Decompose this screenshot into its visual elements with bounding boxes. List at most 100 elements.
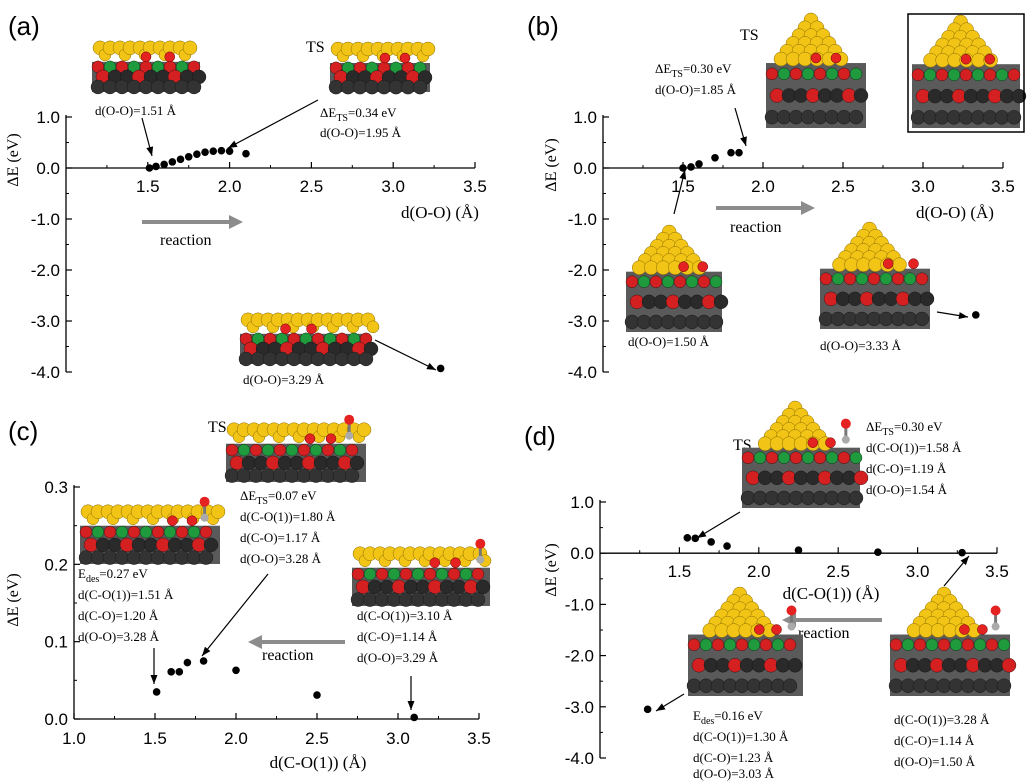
y-axis-label: ΔE (eV) <box>543 543 560 596</box>
y-tick-label: -2.0 <box>31 261 60 280</box>
arrow-head <box>426 362 436 370</box>
annotation: Edes=0.27 eV <box>78 566 148 585</box>
oxygen-atom <box>429 557 441 568</box>
atom <box>79 525 93 539</box>
annotation: d(C-O(1))=1.80 Å <box>240 509 336 524</box>
atom <box>1001 658 1017 673</box>
atom <box>475 579 491 595</box>
atom <box>849 451 863 464</box>
carbon-atom <box>345 431 354 440</box>
annotation: d(O-O)=3.29 Å <box>357 650 439 665</box>
data-point <box>232 666 240 675</box>
data-point <box>217 146 226 155</box>
oxygen-atom <box>786 605 797 616</box>
atom <box>103 525 117 539</box>
arrow-shaft <box>201 573 269 657</box>
annotation: d(C-O(1))=1.30 Å <box>693 729 789 744</box>
x-tick-label: 3.5 <box>991 177 1015 196</box>
atom <box>723 638 737 651</box>
data-point <box>152 688 161 696</box>
structure-image <box>78 496 226 565</box>
panel-label: (c) <box>8 416 38 446</box>
atom <box>995 68 1009 82</box>
atom <box>777 451 791 464</box>
atom <box>261 443 275 457</box>
atom <box>198 550 214 565</box>
atom <box>139 525 153 539</box>
atom <box>919 291 935 307</box>
atom <box>249 443 263 457</box>
atom <box>1007 68 1021 82</box>
data-point <box>723 542 731 550</box>
y-tick-label: -2.0 <box>568 261 597 280</box>
reaction-label: reaction <box>730 219 782 236</box>
atom <box>959 68 973 82</box>
atom <box>115 525 129 539</box>
x-tick-label: 3.5 <box>463 177 487 196</box>
annotation: d(O-O)=3.03 Å <box>693 766 775 781</box>
atom <box>813 451 827 464</box>
ts-label: TS <box>740 27 759 44</box>
annotation: d(O-O)=1.51 Å <box>95 103 177 118</box>
x-tick-label: 2.0 <box>751 177 775 196</box>
atom <box>947 68 961 82</box>
atom <box>687 638 701 651</box>
annotation: d(O-O)=1.54 Å <box>866 482 948 497</box>
annotation: d(O-O)=1.95 Å <box>320 125 402 140</box>
oxygen-atom <box>960 53 972 65</box>
x-tick-label: 3.0 <box>386 729 410 748</box>
oxygen-atom <box>164 51 176 63</box>
oxygen-atom <box>807 437 819 448</box>
data-point <box>313 691 321 699</box>
atom <box>713 294 729 310</box>
structure-image <box>350 538 492 607</box>
x-tick-label: 2.5 <box>826 562 850 581</box>
gold-atom <box>420 41 436 57</box>
data-point <box>183 658 192 667</box>
atom <box>889 638 903 651</box>
pointer-arrow <box>374 339 437 371</box>
data-point <box>436 364 445 373</box>
atom <box>789 67 803 81</box>
atom <box>901 638 915 651</box>
annotation: ΔETS=0.34 eV <box>320 105 397 124</box>
atom <box>297 443 311 457</box>
y-tick-label: -1.0 <box>565 595 594 614</box>
atom <box>891 272 905 285</box>
atom <box>949 638 963 651</box>
oxygen-atom <box>475 538 486 549</box>
oxygen-atom <box>450 557 461 568</box>
x-tick-label: 2.5 <box>300 177 324 196</box>
oxygen-atom <box>678 261 689 272</box>
oxygen-atom <box>304 433 316 444</box>
atom <box>321 443 335 457</box>
pointer-arrow <box>696 511 741 539</box>
atom <box>985 638 999 651</box>
atom <box>747 638 761 651</box>
atom <box>937 638 951 651</box>
atom <box>387 567 401 581</box>
atom <box>971 68 985 82</box>
y-tick-label: 0.0 <box>573 159 597 178</box>
atom <box>625 275 639 288</box>
reaction-label: reaction <box>262 647 314 664</box>
data-point <box>152 162 160 171</box>
atom <box>935 68 949 82</box>
data-point <box>695 160 703 168</box>
arrow-head <box>679 170 687 180</box>
oxygen-atom <box>754 624 765 635</box>
pointer-arrow <box>936 311 969 320</box>
data-point <box>735 148 743 157</box>
structure-image <box>624 224 729 332</box>
atom <box>1006 110 1022 125</box>
atom <box>186 79 202 95</box>
atom <box>423 567 437 581</box>
atom <box>925 638 939 651</box>
atom <box>685 275 699 288</box>
atom <box>843 272 857 285</box>
annotation: d(C-O)=1.17 Å <box>240 530 321 545</box>
annotation: d(O-O)=3.29 Å <box>243 372 325 387</box>
atom <box>1011 88 1027 104</box>
x-tick-label: 1.5 <box>668 562 692 581</box>
atom <box>997 638 1011 651</box>
